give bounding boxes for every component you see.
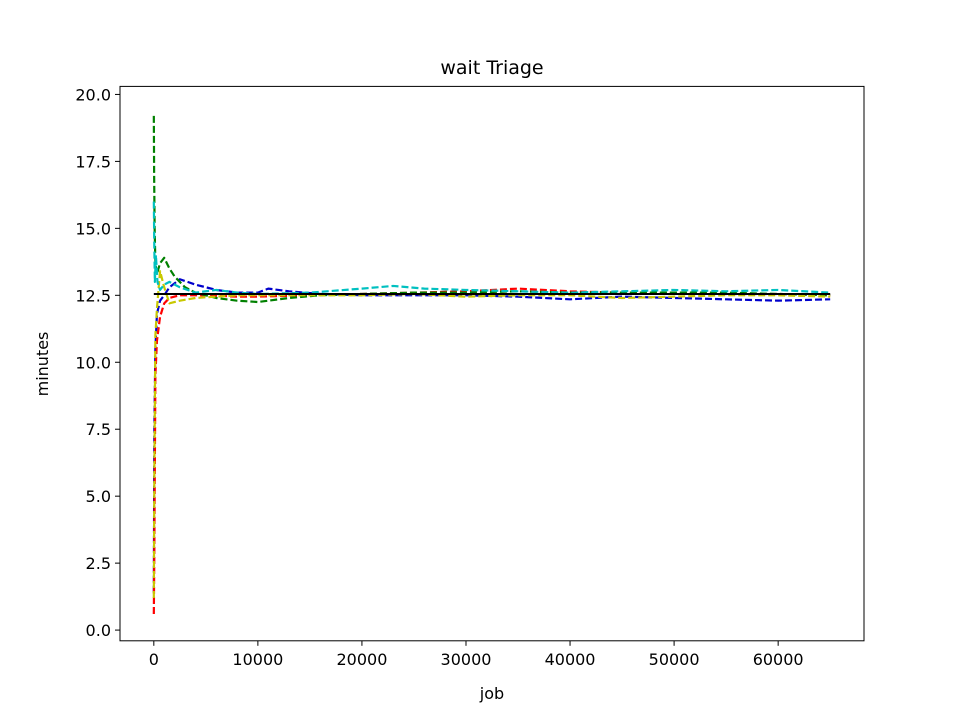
y-tick-label: 17.5 — [75, 152, 111, 171]
x-tick-label: 60000 — [753, 650, 804, 669]
y-tick-label: 5.0 — [86, 487, 111, 506]
y-axis-title: minutes — [33, 332, 52, 397]
x-tick-label: 0 — [149, 650, 159, 669]
y-tick-label: 12.5 — [75, 286, 111, 305]
x-tick-label: 50000 — [649, 650, 700, 669]
plot-area — [152, 115, 831, 615]
y-axis: 0.0 2.5 5.0 7.5 10.0 12.5 15.0 17.5 20.0 — [75, 85, 120, 640]
x-axis: 0 10000 20000 30000 40000 50000 60000 — [149, 640, 804, 669]
chart-title: wait Triage — [440, 57, 543, 79]
y-tick-label: 15.0 — [75, 219, 111, 238]
y-tick-label: 0.0 — [86, 621, 111, 640]
x-tick-label: 30000 — [441, 650, 492, 669]
x-tick-label: 20000 — [336, 650, 387, 669]
x-tick-label: 40000 — [545, 650, 596, 669]
y-tick-label: 20.0 — [75, 85, 111, 104]
series-line-1 — [152, 278, 831, 593]
plot-frame — [119, 85, 865, 642]
y-tick-label: 10.0 — [75, 353, 111, 372]
y-tick-label: 2.5 — [86, 554, 111, 573]
x-axis-title: job — [479, 684, 504, 703]
x-tick-label: 10000 — [232, 650, 283, 669]
y-tick-label: 7.5 — [86, 420, 111, 439]
